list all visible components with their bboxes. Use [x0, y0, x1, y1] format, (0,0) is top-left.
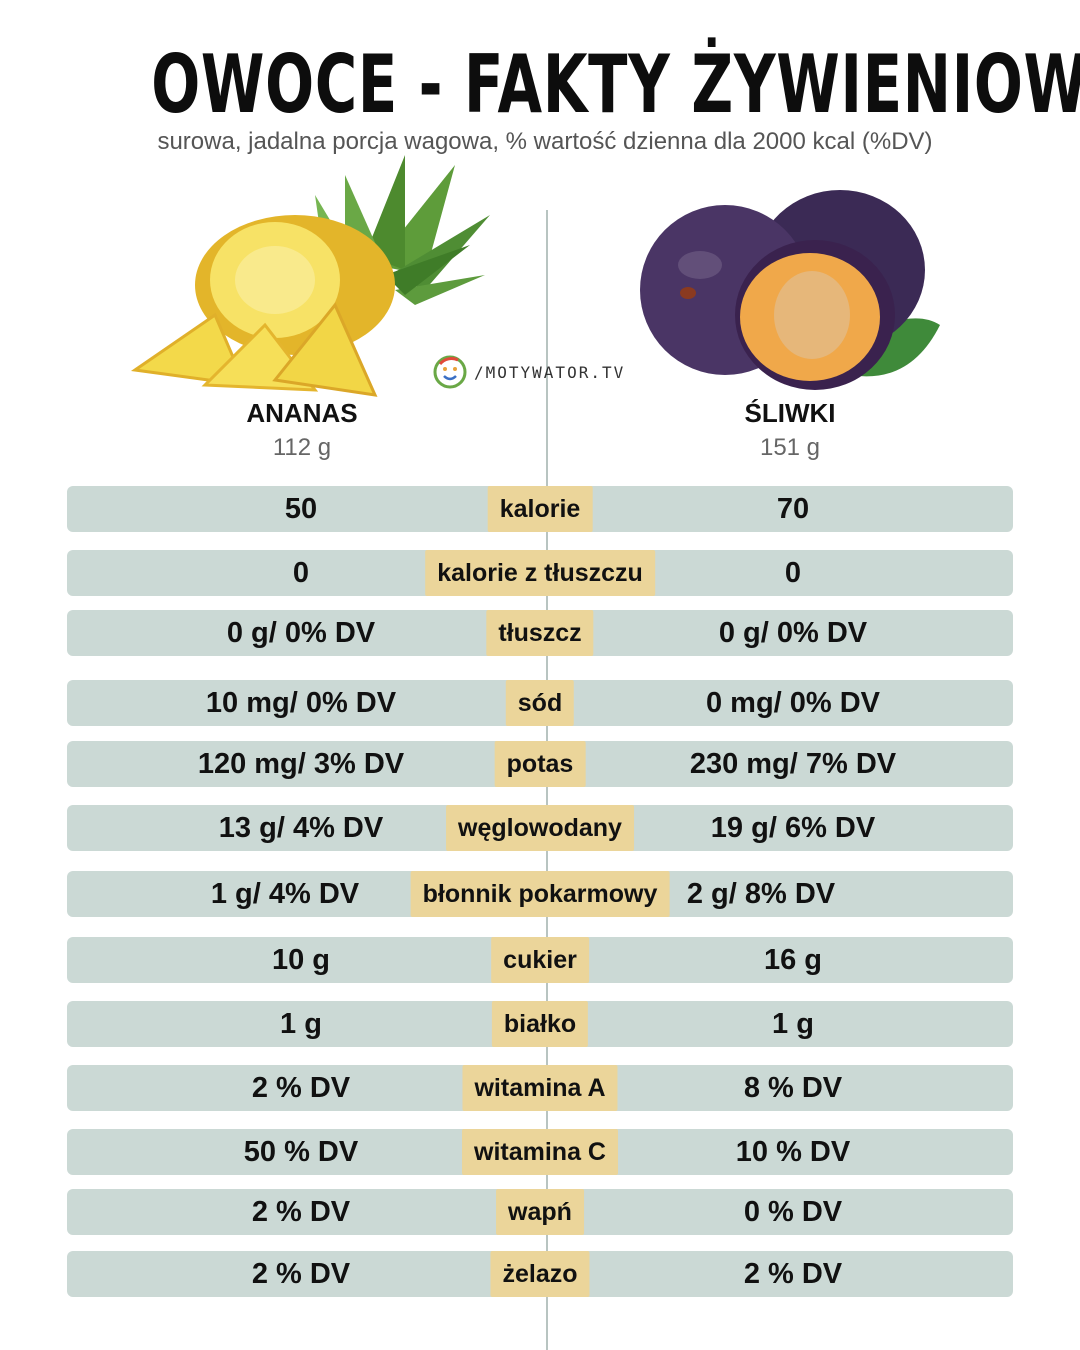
fruit-weight-left: 112 g	[272, 434, 332, 461]
right-value: 1 g	[772, 1008, 814, 1040]
table-row: 0 kalorie z tłuszczu 0	[67, 550, 1013, 596]
fruit-name-left: ANANAS	[246, 398, 358, 428]
table-row: 120 mg/ 3% DV potas 230 mg/ 7% DV	[67, 741, 1013, 787]
right-value: 16 g	[763, 944, 823, 976]
row-label: błonnik pokarmowy	[410, 871, 670, 917]
row-label: białko	[491, 1001, 589, 1047]
table-row: 0 g/ 0% DV tłuszcz 0 g/ 0% DV	[67, 610, 1013, 656]
table-row: 2 % DV witamina A 8 % DV	[67, 1065, 1013, 1111]
right-value: 0	[784, 557, 802, 589]
right-value: 8 % DV	[743, 1072, 843, 1104]
left-value: 2 % DV	[251, 1258, 351, 1290]
table-row: 10 mg/ 0% DV sód 0 mg/ 0% DV	[67, 680, 1013, 726]
fruit-name-right: ŚLIWKI	[744, 398, 836, 428]
left-value: 2 % DV	[251, 1196, 351, 1228]
right-value: 10 % DV	[735, 1136, 851, 1168]
left-value: 0 g/ 0% DV	[226, 617, 376, 649]
left-value: 2 % DV	[251, 1072, 351, 1104]
logo-icon	[433, 355, 467, 389]
row-label: sód	[505, 680, 575, 726]
table-row: 10 g cukier 16 g	[67, 937, 1013, 983]
row-label: witamina C	[462, 1129, 618, 1175]
left-value: 1 g	[280, 1008, 322, 1040]
plum-image	[640, 190, 940, 390]
row-label: witamina A	[462, 1065, 618, 1111]
left-value: 1 g/ 4% DV	[210, 878, 360, 910]
left-value: 13 g/ 4% DV	[218, 812, 384, 844]
left-value: 50 % DV	[243, 1136, 359, 1168]
page-title: OWOCE - FAKTY ŻYWIENIOWE	[151, 38, 1080, 131]
row-label: cukier	[491, 937, 589, 983]
left-value: 10 mg/ 0% DV	[205, 687, 397, 719]
right-value: 19 g/ 6% DV	[710, 812, 876, 844]
brand-logo: /MOTYWATOR.TV	[432, 354, 625, 390]
right-value: 0 g/ 0% DV	[718, 617, 868, 649]
right-value: 230 mg/ 7% DV	[689, 748, 897, 780]
table-row: 1 g/ 4% DV błonnik pokarmowy 2 g/ 8% DV	[67, 871, 1013, 917]
right-value: 0 % DV	[743, 1196, 843, 1228]
right-value: 0 mg/ 0% DV	[705, 687, 881, 719]
row-label: kalorie z tłuszczu	[425, 550, 655, 596]
row-label: żelazo	[490, 1251, 590, 1297]
row-label: potas	[494, 741, 586, 787]
left-value: 10 g	[271, 944, 331, 976]
right-value: 2 g/ 8% DV	[686, 878, 836, 910]
table-row: 2 % DV wapń 0 % DV	[67, 1189, 1013, 1235]
row-label: tłuszcz	[486, 610, 594, 656]
row-label: wapń	[496, 1189, 584, 1235]
logo-text: /MOTYWATOR.TV	[474, 362, 626, 382]
page-subtitle: surowa, jadalna porcja wagowa, % wartość…	[157, 128, 933, 155]
right-value: 70	[776, 493, 810, 525]
fruit-weight-right: 151 g	[759, 434, 821, 461]
table-row: 1 g białko 1 g	[67, 1001, 1013, 1047]
table-row: 2 % DV żelazo 2 % DV	[67, 1251, 1013, 1297]
row-label: węglowodany	[446, 805, 634, 851]
left-value: 0	[292, 557, 310, 589]
right-value: 2 % DV	[743, 1258, 843, 1290]
left-value: 50	[284, 493, 318, 525]
table-row: 50 % DV witamina C 10 % DV	[67, 1129, 1013, 1175]
pineapple-image	[130, 155, 490, 397]
table-row: 13 g/ 4% DV węglowodany 19 g/ 6% DV	[67, 805, 1013, 851]
left-value: 120 mg/ 3% DV	[197, 748, 405, 780]
table-row: 50 kalorie 70	[67, 486, 1013, 532]
row-label: kalorie	[487, 486, 593, 532]
